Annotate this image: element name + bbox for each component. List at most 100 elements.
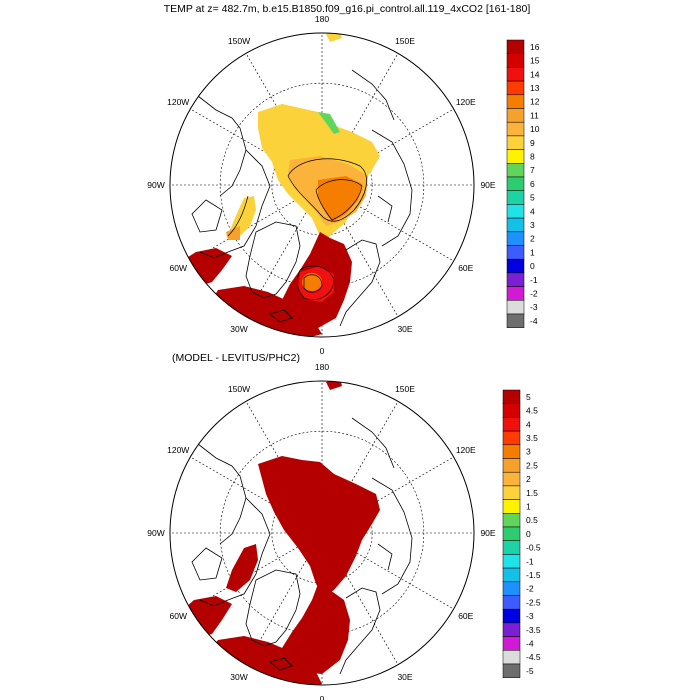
colorbar-tick-label: -2 — [530, 288, 538, 298]
coast-scandinavia — [339, 587, 381, 675]
coast-novaya-zemlya — [377, 543, 393, 571]
colorbar-tick-label: -4 — [530, 316, 538, 326]
colorbar-swatch — [506, 94, 525, 109]
field-green-strip — [318, 112, 340, 134]
longitude-label: 90E — [480, 528, 495, 538]
colorbar-tick-label: 4.5 — [526, 406, 538, 416]
latitude-circle — [271, 482, 373, 584]
colorbar-swatch — [502, 403, 521, 418]
contour-line — [287, 158, 367, 222]
colorbar-swatch — [502, 430, 521, 446]
field-bering-strait — [326, 33, 342, 42]
field-bering-strait — [326, 381, 342, 390]
colorbar-tick-label: 3 — [530, 220, 535, 230]
longitude-label: 90W — [147, 180, 164, 190]
colorbar-tick-label: -0.5 — [526, 543, 541, 553]
coast-alaska — [197, 95, 247, 197]
field-norwegian-core-orange — [302, 273, 322, 291]
coast-canada-archipelago — [199, 149, 271, 259]
colorbar-tick-label: -3 — [530, 302, 538, 312]
colorbar-swatch — [506, 300, 525, 315]
colorbar-swatch — [506, 53, 525, 68]
coast-greenland — [245, 221, 301, 299]
coast-hudson-bay — [191, 199, 223, 233]
longitude-label: 120W — [167, 97, 189, 107]
colorbar-tick-label: 0 — [526, 529, 531, 539]
coast-novaya-zemlya — [377, 195, 393, 223]
longitude-label: 120E — [456, 97, 476, 107]
colorbar-tick-label: 4 — [526, 419, 531, 429]
longitude-label: 180 — [315, 362, 329, 372]
colorbar-swatch — [502, 581, 521, 596]
colorbar-tick-label: 11 — [530, 110, 539, 120]
colorbar-tick-label: -4 — [526, 638, 534, 648]
colorbar-tick-label: -5 — [526, 666, 534, 676]
longitude-label: 120E — [456, 445, 476, 455]
coast-hudson-bay — [191, 547, 223, 581]
longitude-label: 120W — [167, 445, 189, 455]
colorbar-swatch — [502, 595, 521, 610]
contour-line — [297, 265, 335, 301]
colorbar-swatch — [506, 258, 525, 274]
colorbar-swatch — [506, 80, 525, 96]
longitude-label: 60W — [169, 611, 186, 621]
colorbar-swatch — [506, 286, 525, 301]
map-boundary — [169, 380, 475, 686]
field-nordic-seas — [282, 584, 350, 674]
coast-siberia — [371, 129, 413, 247]
contour-line — [227, 195, 249, 237]
colorbar-tick-label: 4 — [530, 206, 535, 216]
colorbar-tick-label: 0.5 — [526, 515, 538, 525]
colorbar-swatch — [502, 554, 521, 569]
colorbar-swatch — [506, 245, 525, 260]
longitude-label: 30W — [230, 324, 247, 334]
coast-russia-far-east — [351, 69, 395, 121]
colorbar-tick-label: 15 — [530, 56, 540, 66]
field-labrador-orange — [226, 226, 240, 240]
colorbar-swatch — [506, 135, 525, 150]
colorbar-tick-label: 9 — [530, 138, 535, 148]
contour-line — [303, 274, 323, 293]
colorbar-tick-label: 8 — [530, 151, 535, 161]
coast-iceland — [269, 309, 293, 323]
colorbar-swatch — [506, 108, 525, 123]
longitude-label: 90E — [480, 180, 495, 190]
colorbar-swatch — [502, 471, 521, 487]
colorbar-swatch — [502, 540, 521, 555]
colorbar-tick-label: -3.5 — [526, 625, 541, 635]
longitude-label: 60E — [458, 611, 473, 621]
longitude-label: 30W — [230, 672, 247, 682]
longitude-label: 30E — [397, 324, 412, 334]
colorbar-tick-label: 2 — [526, 474, 531, 484]
coast-alaska — [197, 443, 247, 545]
chart-title: TEMP at z= 482.7m, b.e15.B1850.f09_g16.p… — [164, 3, 531, 15]
coast-siberia — [371, 477, 413, 595]
colorbar-tick-label: 2.5 — [526, 460, 538, 470]
coast-greenland — [245, 569, 301, 647]
colorbar-swatch — [502, 499, 521, 514]
longitude-labels: 180 150E 120E 90E 60E 30E 0 30W 60W 90W 120W 150W — [147, 362, 496, 700]
colorbar-swatch — [506, 67, 525, 82]
coastlines — [191, 417, 413, 675]
colorbar-tick-label: 5 — [526, 392, 531, 402]
longitude-label: 150W — [228, 36, 250, 46]
colorbar-tick-label: 16 — [530, 42, 540, 52]
contour-line — [315, 179, 363, 221]
colorbar-swatch — [506, 204, 525, 219]
panel-bottom: (MODEL - LEVITUS/PHC2) 180 150E 120E — [147, 352, 541, 700]
colorbar-tick-label: 0 — [530, 261, 535, 271]
longitude-label: 0 — [320, 346, 325, 356]
colorbar-tick-label: -2 — [526, 584, 534, 594]
colorbar-swatch — [506, 163, 525, 178]
colorbar-tick-label: -1 — [530, 275, 538, 285]
field-arctic-ocean — [258, 456, 380, 596]
latitude-circle — [271, 134, 373, 236]
coast-canada-archipelago — [199, 497, 271, 607]
colorbar-tick-label: 6 — [530, 179, 535, 189]
colorbar-swatch — [502, 485, 521, 500]
longitude-label: 180 — [315, 14, 329, 24]
colorbar-swatch — [506, 39, 525, 54]
longitude-label: 90W — [147, 528, 164, 538]
